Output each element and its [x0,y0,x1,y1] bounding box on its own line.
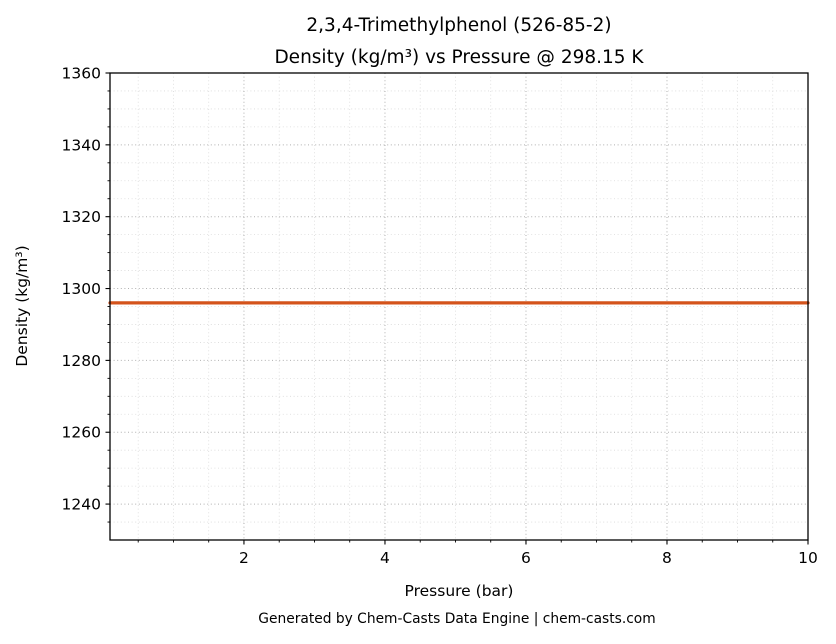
plot-area: 2 4 6 8 10 1240 1260 1280 1300 1320 1340 1360 [62,65,818,568]
y-axis-label: Density (kg/m³) [13,245,31,366]
x-tick-label: 8 [662,549,672,567]
y-tick-label: 1240 [62,496,101,514]
y-tick-label: 1260 [62,424,101,442]
x-tick-label: 10 [798,549,818,567]
y-tick-label: 1340 [62,136,101,154]
x-tick-label: 2 [239,549,249,567]
y-tick-label: 1300 [62,280,101,298]
x-axis-label: Pressure (bar) [405,582,514,600]
footer-attribution: Generated by Chem-Casts Data Engine | ch… [258,611,655,627]
y-tick-label: 1360 [62,65,101,83]
y-tick-label: 1280 [62,352,101,370]
y-tick-label: 1320 [62,208,101,226]
chart-title-line2: Density (kg/m³) vs Pressure @ 298.15 K [274,47,644,68]
x-tick-label: 4 [380,549,390,567]
x-tick-label: 6 [521,549,531,567]
chart-title-line1: 2,3,4-Trimethylphenol (526-85-2) [306,15,611,36]
